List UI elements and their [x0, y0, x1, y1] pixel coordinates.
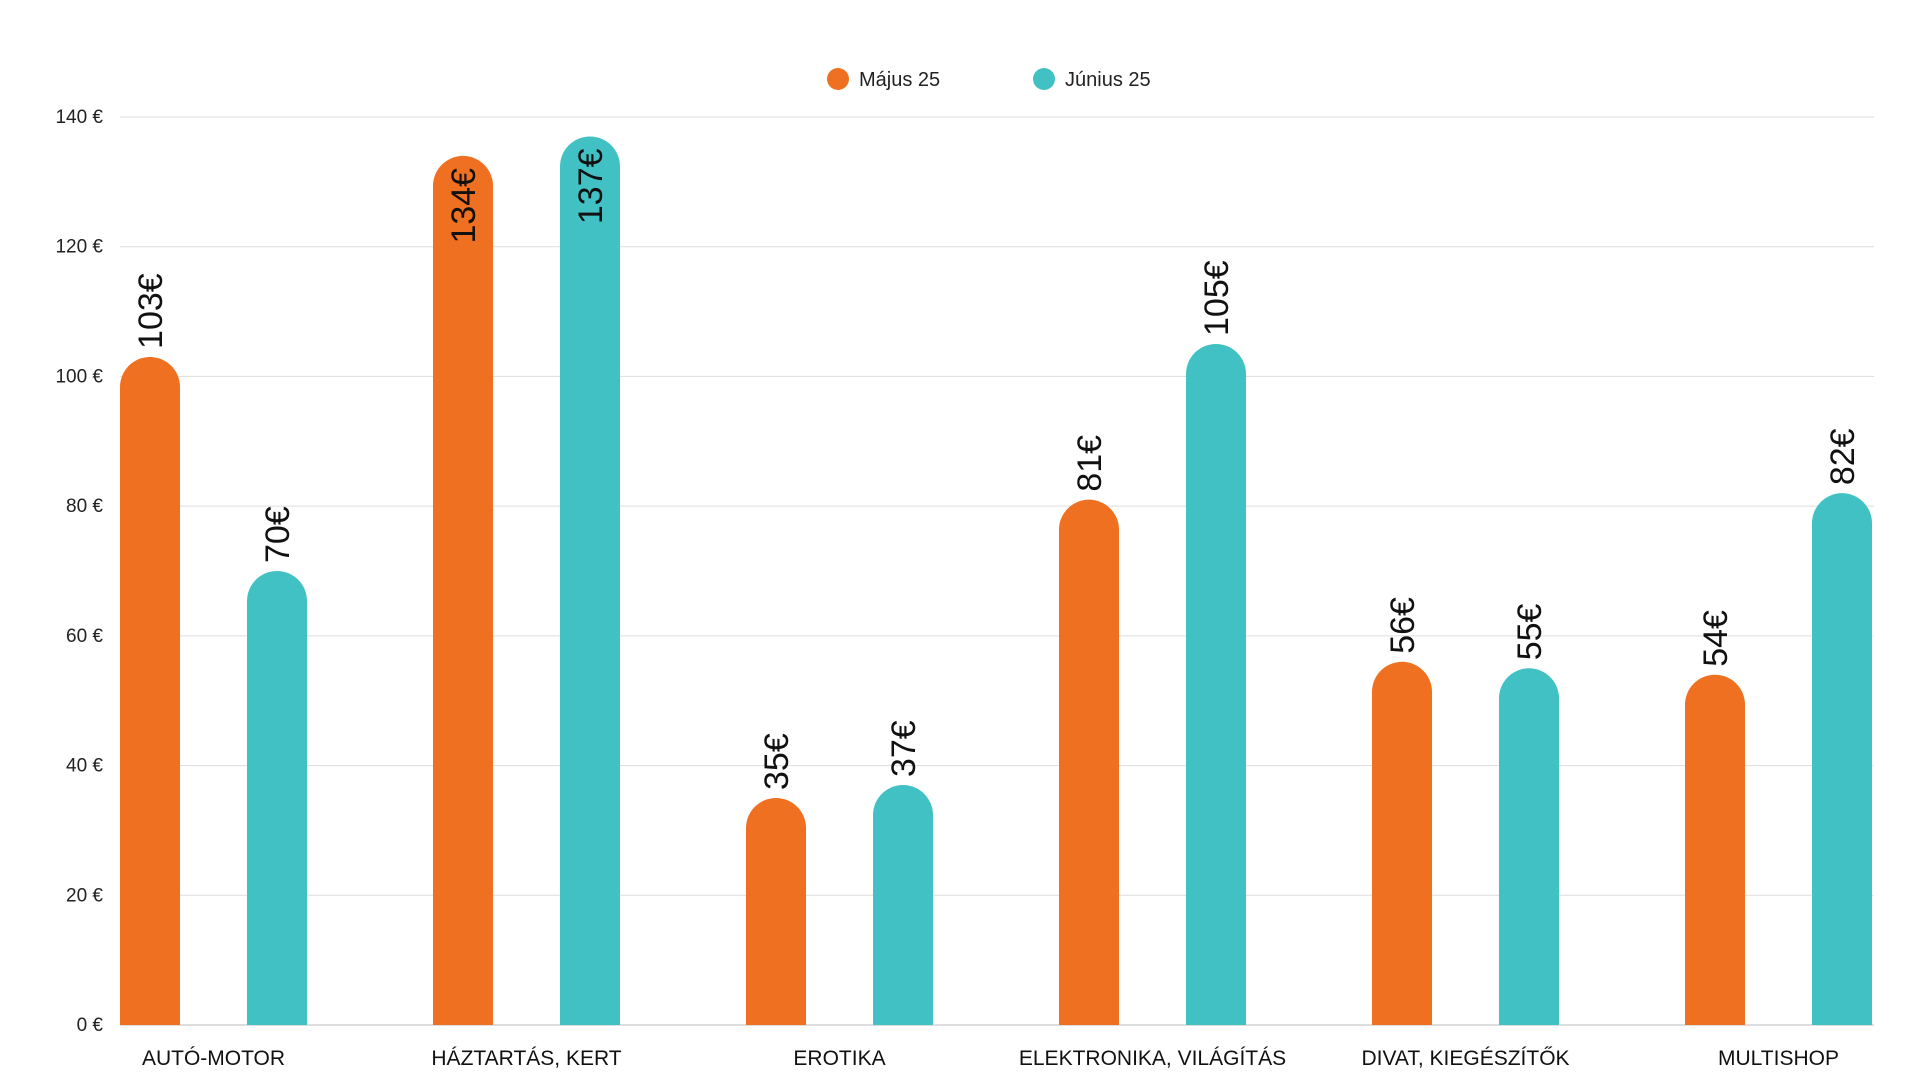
data-label: 82€ [1824, 428, 1862, 485]
legend-marker [827, 68, 849, 90]
bar [1812, 493, 1872, 1025]
bar [247, 571, 307, 1025]
category-label: DIVAT, KIEGÉSZÍTŐK [1361, 1047, 1569, 1070]
data-label: 37€ [885, 720, 923, 777]
bar [1372, 661, 1432, 1025]
bar [120, 356, 180, 1026]
category-label: ELEKTRONIKA, VILÁGÍTÁS [1019, 1047, 1286, 1070]
bar [746, 798, 806, 1025]
y-tick-label: 80 € [66, 496, 103, 517]
data-label: 105€ [1198, 260, 1236, 336]
data-label: 55€ [1511, 603, 1549, 660]
bar [1685, 674, 1745, 1025]
y-tick-label: 40 € [66, 756, 103, 777]
data-label: 54€ [1697, 610, 1735, 667]
y-tick-label: 0 € [77, 1015, 104, 1036]
y-tick-label: 140 € [55, 107, 103, 128]
bar [1059, 499, 1119, 1025]
y-tick-label: 60 € [66, 626, 103, 647]
bar [873, 785, 933, 1025]
data-label: 103€ [132, 273, 170, 349]
data-label: 137€ [572, 148, 610, 224]
data-label: 70€ [259, 506, 297, 563]
bar [1186, 344, 1246, 1025]
data-label: 56€ [1384, 597, 1422, 654]
data-label: 81€ [1071, 435, 1109, 492]
bar [560, 136, 620, 1025]
legend-marker [1033, 68, 1055, 90]
y-tick-label: 100 € [55, 366, 103, 387]
legend-label: Május 25 [859, 69, 940, 91]
category-label: MULTISHOP [1718, 1047, 1839, 1070]
legend-label: Június 25 [1065, 69, 1151, 91]
data-label: 134€ [445, 168, 483, 244]
category-label: AUTÓ-MOTOR [142, 1047, 285, 1070]
bar [1499, 668, 1559, 1025]
category-label: HÁZTARTÁS, KERT [431, 1047, 621, 1070]
y-tick-label: 20 € [66, 885, 103, 906]
bar [433, 155, 493, 1025]
data-label: 35€ [758, 733, 796, 790]
y-tick-label: 120 € [55, 237, 103, 258]
category-label: EROTIKA [793, 1047, 885, 1070]
